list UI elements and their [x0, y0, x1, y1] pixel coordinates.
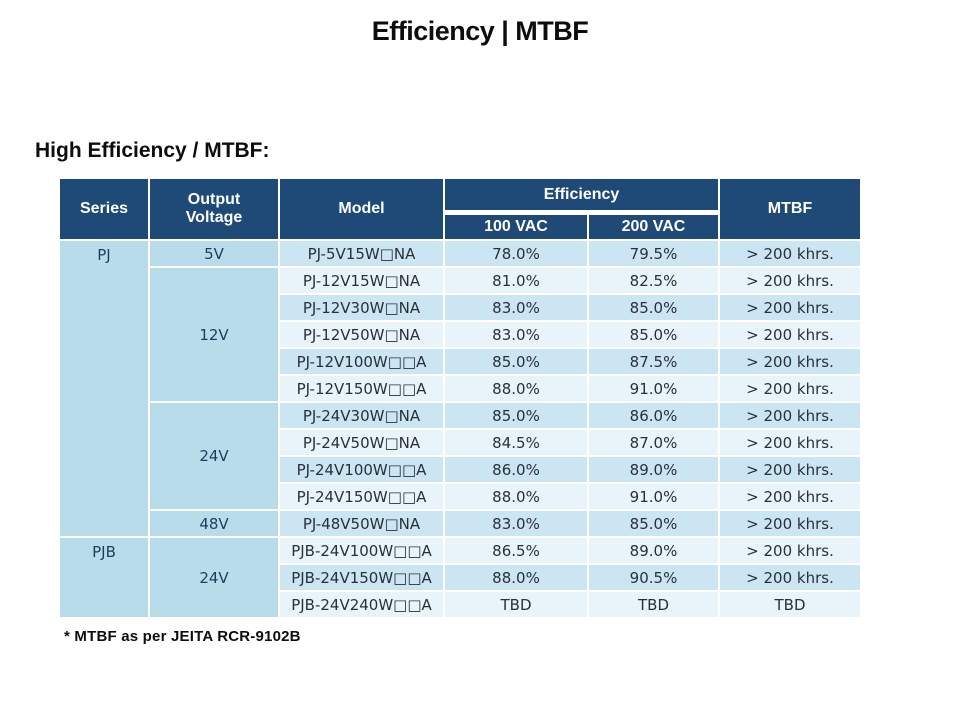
- mtbf-cell: > 200 khrs.: [718, 536, 862, 565]
- eff-100vac-cell: 86.0%: [443, 455, 589, 484]
- mtbf-cell: > 200 khrs.: [718, 239, 862, 268]
- table-row: PJ-24V150W□□A 88.0% 91.0% > 200 khrs.: [59, 482, 862, 511]
- table-row: 48V PJ-48V50W□NA 83.0% 85.0% > 200 khrs.: [59, 509, 862, 538]
- voltage-group-24v: 24V: [148, 401, 280, 511]
- voltage-group-5v: 5V: [148, 239, 280, 268]
- eff-200vac-cell: 85.0%: [587, 320, 720, 349]
- model-cell: PJ-12V15W□NA: [278, 266, 445, 295]
- eff-200vac-cell: 82.5%: [587, 266, 720, 295]
- eff-200vac-cell: 85.0%: [587, 293, 720, 322]
- eff-200vac-cell: 87.0%: [587, 428, 720, 457]
- eff-200vac-cell: 79.5%: [587, 239, 720, 268]
- mtbf-cell: > 200 khrs.: [718, 293, 862, 322]
- table-row: PJ-12V50W□NA 83.0% 85.0% > 200 khrs.: [59, 320, 862, 349]
- table-row: 12V PJ-12V15W□NA 81.0% 82.5% > 200 khrs.: [59, 266, 862, 403]
- eff-100vac-cell: TBD: [443, 590, 589, 619]
- table-row: PJ-24V50W□NA 84.5% 87.0% > 200 khrs.: [59, 428, 862, 457]
- output-voltage-column-header: Output Voltage: [148, 177, 280, 241]
- model-cell: PJ-24V50W□NA: [278, 428, 445, 457]
- model-cell: PJ-5V15W□NA: [278, 239, 445, 268]
- table-header: Series Output Voltage Model Efficiency M…: [58, 177, 862, 242]
- eff-100vac-cell: 86.5%: [443, 536, 589, 565]
- mtbf-column-header: MTBF: [718, 177, 862, 241]
- mtbf-cell: > 200 khrs.: [718, 401, 862, 430]
- vac-200-column-header: 200 VAC: [587, 211, 720, 242]
- page-title: Efficiency | MTBF: [371, 16, 589, 46]
- mtbf-cell: > 200 khrs.: [718, 374, 862, 403]
- eff-200vac-cell: 90.5%: [587, 563, 720, 592]
- eff-100vac-cell: 85.0%: [443, 347, 589, 376]
- mtbf-cell: > 200 khrs.: [718, 509, 862, 538]
- eff-100vac-cell: 84.5%: [443, 428, 589, 457]
- mtbf-cell: > 200 khrs.: [718, 455, 862, 484]
- mtbf-cell: > 200 khrs.: [718, 482, 862, 511]
- table-row: PJB-24V150W□□A 88.0% 90.5% > 200 khrs.: [59, 563, 862, 592]
- mtbf-cell: TBD: [718, 590, 862, 619]
- eff-100vac-cell: 88.0%: [443, 374, 589, 403]
- eff-100vac-cell: 83.0%: [443, 320, 589, 349]
- eff-200vac-cell: 89.0%: [587, 455, 720, 484]
- eff-100vac-cell: 81.0%: [443, 266, 589, 295]
- eff-200vac-cell: TBD: [587, 590, 720, 619]
- model-cell: PJ-12V30W□NA: [278, 293, 445, 322]
- eff-100vac-cell: 85.0%: [443, 401, 589, 430]
- model-cell: PJ-48V50W□NA: [278, 509, 445, 538]
- eff-100vac-cell: 88.0%: [443, 563, 589, 592]
- table-row: PJB-24V240W□□A TBD TBD TBD: [59, 590, 862, 619]
- table-row: PJ-12V150W□□A 88.0% 91.0% > 200 khrs.: [59, 374, 862, 403]
- table-row: PJ-12V100W□□A 85.0% 87.5% > 200 khrs.: [59, 347, 862, 376]
- model-cell: PJ-12V150W□□A: [278, 374, 445, 403]
- series-column-header: Series: [58, 177, 150, 241]
- table-row: PJ-12V30W□NA 83.0% 85.0% > 200 khrs.: [59, 293, 862, 322]
- mtbf-cell: > 200 khrs.: [718, 347, 862, 376]
- table-row: 24V PJ-24V30W□NA 85.0% 86.0% > 200 khrs.: [59, 401, 862, 511]
- table-row: PJ 5V PJ-5V15W□NA 78.0% 79.5% > 200 khrs…: [58, 239, 862, 538]
- model-cell: PJB-24V150W□□A: [278, 563, 445, 592]
- model-cell: PJ-24V150W□□A: [278, 482, 445, 511]
- model-cell: PJ-12V50W□NA: [278, 320, 445, 349]
- model-cell: PJB-24V100W□□A: [278, 536, 445, 565]
- eff-100vac-cell: 83.0%: [443, 509, 589, 538]
- eff-100vac-cell: 78.0%: [443, 239, 589, 268]
- series-group-pj: PJ: [58, 239, 150, 538]
- voltage-group-pjb-24v: 24V: [148, 536, 280, 619]
- model-cell: PJ-12V100W□□A: [278, 347, 445, 376]
- voltage-group-12v: 12V: [148, 266, 280, 403]
- mtbf-cell: > 200 khrs.: [718, 320, 862, 349]
- efficiency-mtbf-table: Series Output Voltage Model Efficiency M…: [58, 177, 862, 619]
- model-cell: PJB-24V240W□□A: [278, 590, 445, 619]
- voltage-group-48v: 48V: [148, 509, 280, 538]
- mtbf-cell: > 200 khrs.: [718, 428, 862, 457]
- eff-200vac-cell: 91.0%: [587, 482, 720, 511]
- efficiency-mtbf-table-container: Series Output Voltage Model Efficiency M…: [58, 177, 862, 619]
- mtbf-cell: > 200 khrs.: [718, 266, 862, 295]
- vac-100-column-header: 100 VAC: [443, 211, 589, 242]
- section-heading: High Efficiency / MTBF:: [35, 139, 270, 162]
- eff-200vac-cell: 89.0%: [587, 536, 720, 565]
- eff-200vac-cell: 91.0%: [587, 374, 720, 403]
- series-group-pjb: PJB: [58, 536, 150, 619]
- model-column-header: Model: [278, 177, 445, 241]
- eff-100vac-cell: 83.0%: [443, 293, 589, 322]
- table-row: PJB 24V PJB-24V100W□□A 86.5% 89.0% > 200…: [58, 536, 862, 619]
- eff-200vac-cell: 86.0%: [587, 401, 720, 430]
- mtbf-cell: > 200 khrs.: [718, 563, 862, 592]
- model-cell: PJ-24V30W□NA: [278, 401, 445, 430]
- efficiency-column-header: Efficiency: [443, 177, 720, 216]
- model-cell: PJ-24V100W□□A: [278, 455, 445, 484]
- eff-100vac-cell: 88.0%: [443, 482, 589, 511]
- table-body: PJ 5V PJ-5V15W□NA 78.0% 79.5% > 200 khrs…: [58, 239, 862, 619]
- table-row: PJ-24V100W□□A 86.0% 89.0% > 200 khrs.: [59, 455, 862, 484]
- eff-200vac-cell: 85.0%: [587, 509, 720, 538]
- eff-200vac-cell: 87.5%: [587, 347, 720, 376]
- mtbf-footnote: * MTBF as per JEITA RCR-9102B: [64, 628, 301, 645]
